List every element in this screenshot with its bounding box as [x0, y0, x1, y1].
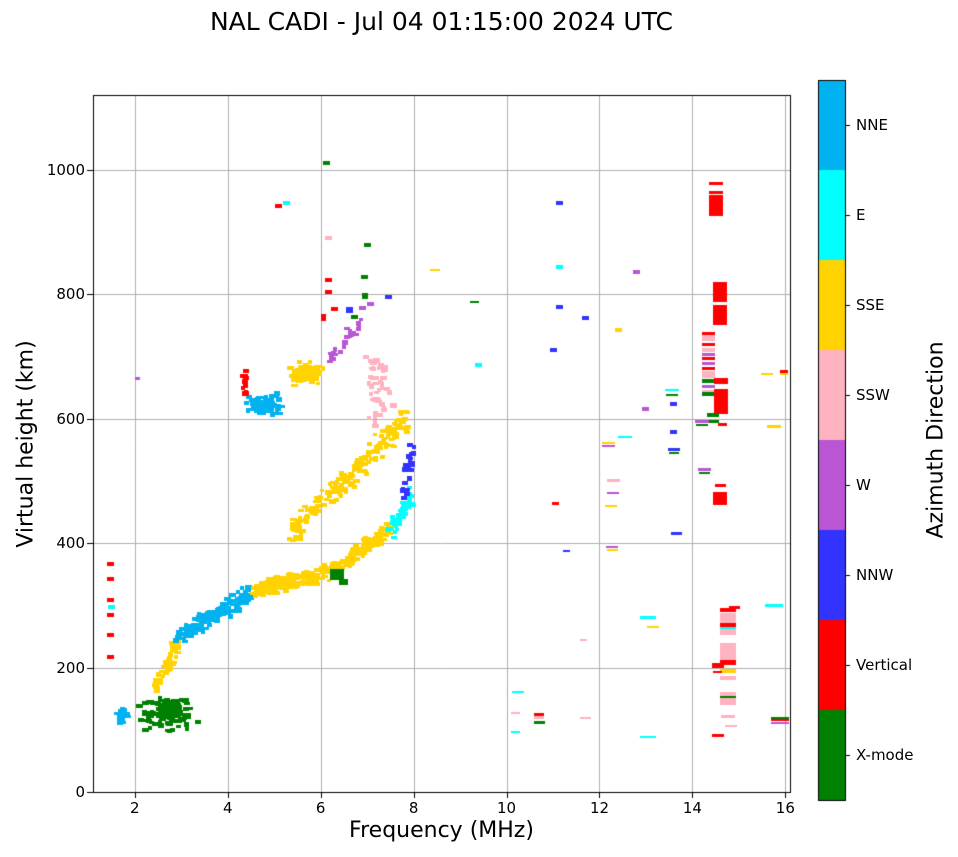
x-tick-label: 16 — [775, 799, 795, 817]
x-tick-label: 14 — [682, 799, 702, 817]
y-tick-label: 800 — [56, 285, 85, 304]
y-tick-label: 0 — [75, 783, 85, 801]
colorbar-tick-label: W — [856, 476, 871, 494]
y-tick-label: 1000 — [46, 160, 85, 179]
chart-title: NAL CADI - Jul 04 01:15:00 2024 UTC — [209, 7, 673, 36]
x-tick-label: 4 — [222, 799, 233, 817]
x-tick-label: 8 — [408, 799, 419, 817]
colorbar-tick-label: E — [856, 206, 866, 224]
colorbar-tick-label: SSW — [856, 386, 890, 404]
x-tick-label: 12 — [589, 799, 610, 817]
y-tick-label: 400 — [56, 534, 85, 553]
x-axis-label: Frequency (MHz) — [349, 818, 534, 843]
y-axis-label: Virtual height (km) — [13, 340, 39, 548]
x-tick-label: 10 — [497, 799, 517, 817]
x-tick-label: 2 — [130, 799, 140, 817]
colorbar-label: Azimuth Direction — [923, 341, 949, 539]
y-tick-label: 600 — [56, 409, 85, 428]
colorbar-tick-label: X-mode — [856, 746, 914, 764]
colorbar-tick-label: NNW — [856, 566, 894, 584]
x-tick-label: 6 — [315, 799, 326, 817]
y-tick-label: 200 — [56, 658, 85, 677]
colorbar-tick-label: Vertical — [856, 656, 913, 674]
colorbar-tick-label: NNE — [856, 116, 888, 134]
colorbar-tick-label: SSE — [856, 296, 885, 314]
